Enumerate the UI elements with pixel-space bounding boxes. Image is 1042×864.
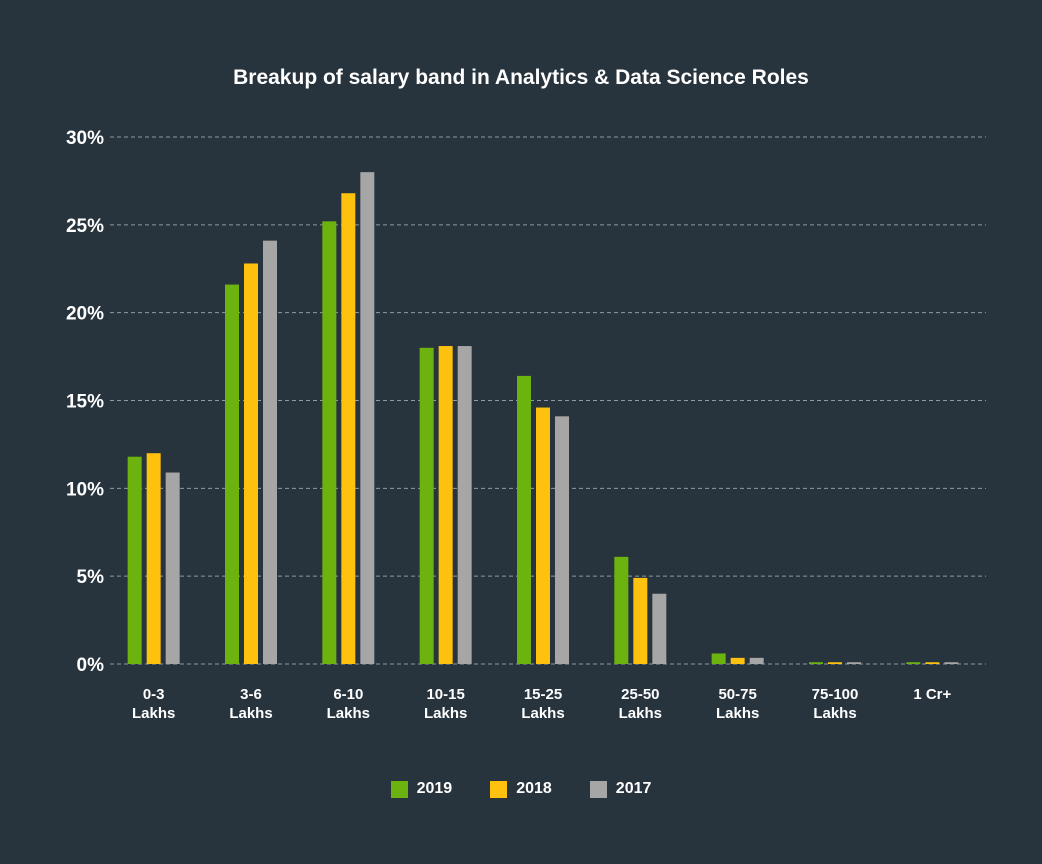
- x-tick-label: 15-25: [524, 686, 562, 703]
- x-tick-label: 0-3: [143, 686, 165, 703]
- bar-2017-8: [944, 662, 959, 664]
- bar-2018-4: [536, 407, 550, 664]
- x-tick-label: 1 Cr+: [913, 686, 951, 703]
- x-tick-label: Lakhs: [424, 705, 467, 722]
- legend-item-2018: 2018: [490, 780, 552, 798]
- bar-2019-0: [127, 456, 142, 664]
- x-tick-label: Lakhs: [716, 705, 759, 722]
- bar-2018-7: [828, 662, 842, 664]
- y-tick-label: 25%: [66, 216, 104, 237]
- x-tick-label: Lakhs: [521, 705, 564, 722]
- y-tick-label: 0%: [77, 655, 105, 676]
- bar-2017-6: [749, 657, 764, 664]
- legend-label: 2019: [416, 780, 453, 797]
- bar-2019-8: [906, 662, 921, 664]
- legend-label: 2018: [516, 780, 552, 797]
- bar-2018-0: [146, 453, 161, 664]
- bar-2019-3: [419, 347, 434, 664]
- x-tick-label: Lakhs: [813, 705, 856, 722]
- bar-2018-1: [244, 263, 258, 664]
- bar-2019-2: [322, 221, 337, 664]
- bar-2017-7: [847, 662, 861, 664]
- bar-2019-5: [614, 556, 629, 664]
- x-tick-label: Lakhs: [229, 705, 272, 722]
- x-tick-label: 10-15: [426, 686, 464, 703]
- bar-2017-3: [457, 346, 472, 664]
- y-tick-label: 30%: [66, 128, 104, 149]
- bar-2018-5: [633, 577, 648, 664]
- y-tick-label: 5%: [77, 567, 105, 588]
- y-tick-label: 10%: [66, 479, 104, 500]
- bar-2019-4: [517, 375, 531, 664]
- legend-label: 2017: [615, 780, 652, 797]
- chart-legend: 2019 2018 2017: [0, 780, 1042, 798]
- x-tick-label: Lakhs: [132, 705, 175, 722]
- x-tick-label: 75-100: [812, 686, 859, 703]
- bar-2017-1: [263, 240, 277, 665]
- bar-2019-7: [809, 662, 823, 664]
- x-tick-label: Lakhs: [327, 705, 370, 722]
- bar-2017-0: [165, 472, 180, 664]
- bar-2019-1: [225, 284, 239, 664]
- bar-2018-8: [925, 662, 940, 664]
- x-tick-label: 6-10: [333, 686, 363, 703]
- x-tick-label: Lakhs: [619, 705, 662, 722]
- legend-swatch: [490, 780, 508, 798]
- legend-swatch: [390, 780, 408, 798]
- bar-2018-2: [341, 193, 356, 665]
- x-tick-label: 50-75: [718, 686, 756, 703]
- bar-2019-6: [711, 653, 726, 664]
- x-tick-label: 25-50: [621, 686, 659, 703]
- y-tick-label: 20%: [66, 304, 104, 325]
- bar-2018-3: [438, 346, 453, 664]
- y-tick-label: 15%: [66, 392, 104, 413]
- bar-2017-2: [360, 172, 375, 664]
- legend-swatch: [589, 780, 607, 798]
- legend-item-2019: 2019: [390, 780, 453, 798]
- bar-2017-5: [652, 593, 667, 664]
- chart-title: Breakup of salary band in Analytics & Da…: [233, 66, 809, 89]
- x-tick-label: 3-6: [240, 686, 262, 703]
- bar-2017-4: [555, 416, 569, 664]
- bar-2018-6: [730, 657, 745, 664]
- legend-item-2017: 2017: [589, 780, 652, 798]
